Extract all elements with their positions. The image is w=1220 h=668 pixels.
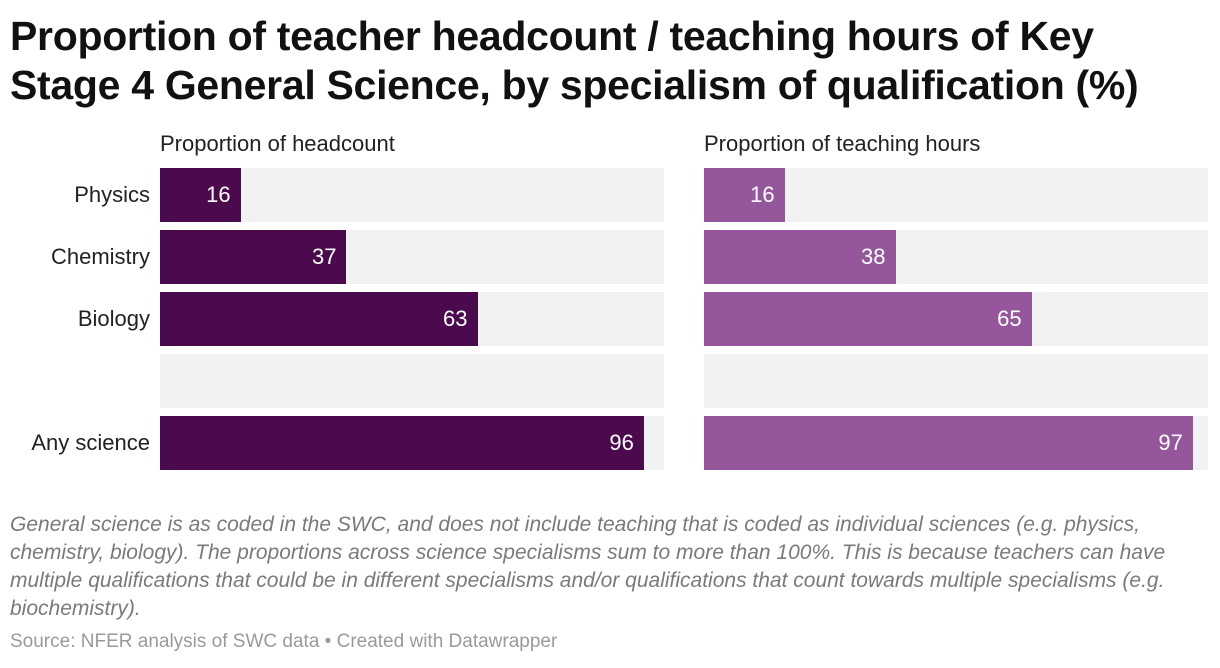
bar-track: 16: [704, 168, 1208, 222]
bar: [160, 292, 478, 346]
bar-track: [704, 354, 1208, 408]
bar-value-label: 37: [312, 244, 337, 269]
category-label: Physics: [74, 182, 150, 207]
bar: [704, 292, 1032, 346]
bar: [160, 230, 347, 284]
category-label: Biology: [77, 306, 150, 331]
bar-track: 65: [704, 292, 1208, 346]
bar-track: 63: [160, 292, 664, 346]
chart-notes: General science is as coded in the SWC, …: [10, 513, 1166, 620]
panel-title: Proportion of headcount: [160, 131, 395, 156]
bar: [704, 168, 785, 222]
bar-value-label: 16: [750, 182, 775, 207]
bar: [704, 230, 896, 284]
panel-title: Proportion of teaching hours: [704, 131, 981, 156]
bar: [160, 416, 644, 470]
bar-value-label: 16: [206, 182, 231, 207]
bar-track: 97: [704, 416, 1208, 470]
bar-track: 37: [160, 230, 664, 284]
bar-track: 38: [704, 230, 1208, 284]
bar-value-label: 38: [861, 244, 886, 269]
bar: [160, 168, 241, 222]
bar-value-label: 96: [609, 430, 634, 455]
bar-track: [160, 354, 664, 408]
bar-value-label: 97: [1158, 430, 1183, 455]
bar: [704, 416, 1193, 470]
bar-value-label: 65: [997, 306, 1022, 331]
bar-track: 96: [160, 416, 664, 470]
category-label: Chemistry: [50, 244, 150, 269]
category-label: Any science: [31, 430, 150, 455]
chart-source: Source: NFER analysis of SWC data • Crea…: [10, 631, 558, 652]
chart-title: Proportion of teacher headcount / teachi…: [10, 13, 1139, 108]
bar-track: 16: [160, 168, 664, 222]
bar-value-label: 63: [443, 306, 468, 331]
